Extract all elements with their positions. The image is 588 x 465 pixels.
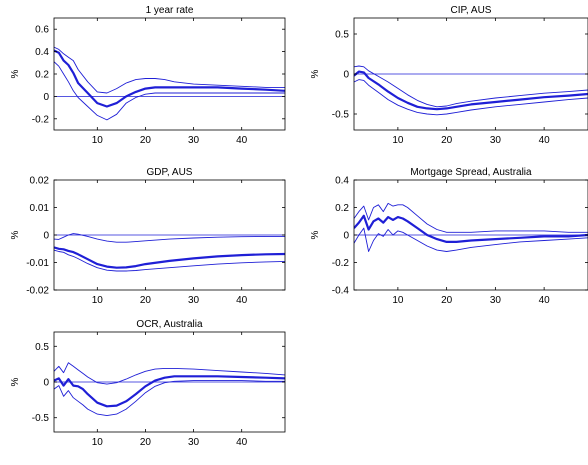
- chart-panel-2: CIP, AUS% 10 20 30 40 -0.5 0 0.5: [310, 5, 588, 146]
- series-line-upper: [54, 46, 285, 94]
- axes-frame: [353, 179, 588, 291]
- x-tick-label: 10: [92, 135, 104, 146]
- series-line-lower: [354, 79, 588, 116]
- x-tick-label: 10: [92, 437, 104, 448]
- axes-frame: [353, 17, 588, 131]
- x-tick-label: 10: [392, 295, 404, 306]
- y-tick-label: 0.01: [30, 203, 50, 214]
- x-tick-label: 20: [441, 295, 453, 306]
- series-line-upper: [354, 202, 588, 233]
- x-tick-label: 10: [392, 135, 404, 146]
- y-axis-label: %: [10, 69, 21, 78]
- y-tick-label: 0.5: [35, 342, 49, 353]
- x-tick-label: 30: [188, 437, 200, 448]
- series-line-upper: [54, 362, 285, 385]
- y-tick-label: 0.2: [35, 70, 49, 81]
- x-tick-label: 20: [441, 135, 453, 146]
- series-line-median: [54, 49, 285, 108]
- axes-frame: [53, 331, 286, 433]
- chart-panel-5: OCR, Australia% 10 20 30 40 -0.5 0 0.5: [10, 319, 286, 448]
- x-tick-label: 40: [539, 135, 551, 146]
- series-line-upper: [54, 233, 285, 243]
- axes-frame: [53, 17, 286, 131]
- y-tick-label: 0.2: [335, 203, 349, 214]
- x-tick-label: 20: [140, 295, 152, 306]
- x-tick-label: 30: [188, 135, 200, 146]
- x-tick-label: 30: [490, 295, 502, 306]
- chart-title: CIP, AUS: [451, 5, 492, 16]
- y-tick-label: -0.5: [332, 110, 350, 121]
- y-tick-label: 0: [343, 70, 349, 81]
- y-axis-label: %: [10, 377, 21, 386]
- y-tick-label: 0.4: [335, 176, 349, 187]
- axes-frame: [53, 179, 286, 291]
- x-tick-label: 40: [539, 295, 551, 306]
- y-tick-label: 0.02: [30, 176, 50, 187]
- y-tick-label: -0.2: [32, 114, 50, 125]
- x-tick-label: 10: [92, 295, 104, 306]
- y-tick-label: 0.4: [35, 47, 49, 58]
- x-tick-label: 20: [140, 135, 152, 146]
- series-group: [54, 362, 285, 417]
- chart-title: GDP, AUS: [147, 167, 193, 178]
- series-line-lower: [54, 249, 285, 272]
- series-line-upper: [354, 65, 588, 108]
- series-line-lower: [54, 380, 285, 417]
- y-tick-label: 0.5: [335, 30, 349, 41]
- y-tick-label: -0.01: [26, 258, 49, 269]
- series-line-lower: [354, 227, 588, 252]
- x-tick-label: 20: [140, 437, 152, 448]
- y-tick-label: 0: [43, 92, 49, 103]
- y-tick-label: 0: [343, 231, 349, 242]
- x-tick-label: 30: [490, 135, 502, 146]
- series-group: [54, 233, 285, 272]
- y-tick-label: -0.5: [32, 413, 50, 424]
- y-tick-label: -0.2: [332, 258, 350, 269]
- y-tick-label: 0: [43, 378, 49, 389]
- series-group: [354, 202, 588, 252]
- chart-title: OCR, Australia: [136, 319, 203, 330]
- y-tick-label: 0: [43, 231, 49, 242]
- y-tick-label: 0.6: [35, 25, 49, 36]
- series-line-lower: [54, 61, 285, 121]
- y-tick-label: -0.02: [26, 286, 49, 297]
- series-line-median: [354, 70, 588, 111]
- series-line-median: [54, 246, 285, 269]
- series-group: [54, 46, 285, 121]
- chart-panel-3: GDP, AUS% 10 20 30 40 -0.02 -0.01 0 0.01 0.02: [10, 167, 286, 306]
- x-tick-label: 40: [236, 437, 248, 448]
- y-tick-label: -0.4: [332, 286, 350, 297]
- x-tick-label: 30: [188, 295, 200, 306]
- series-line-median: [354, 214, 588, 243]
- y-axis-label: %: [310, 230, 321, 239]
- series-group: [354, 65, 588, 116]
- x-tick-label: 40: [236, 295, 248, 306]
- x-tick-label: 40: [236, 135, 248, 146]
- chart-panel-4: Mortgage Spread, Australia% 10 20 30 40 -0.4 -…: [310, 167, 588, 306]
- chart-title: Mortgage Spread, Australia: [410, 167, 532, 178]
- series-line-median: [54, 375, 285, 408]
- chart-panel-1: 1 year rate% 10 20 30 40 -0.2 0 0.2 0.4 0.6: [10, 5, 286, 146]
- y-axis-label: %: [10, 230, 21, 239]
- chart-title: 1 year rate: [146, 5, 194, 16]
- y-axis-label: %: [310, 69, 321, 78]
